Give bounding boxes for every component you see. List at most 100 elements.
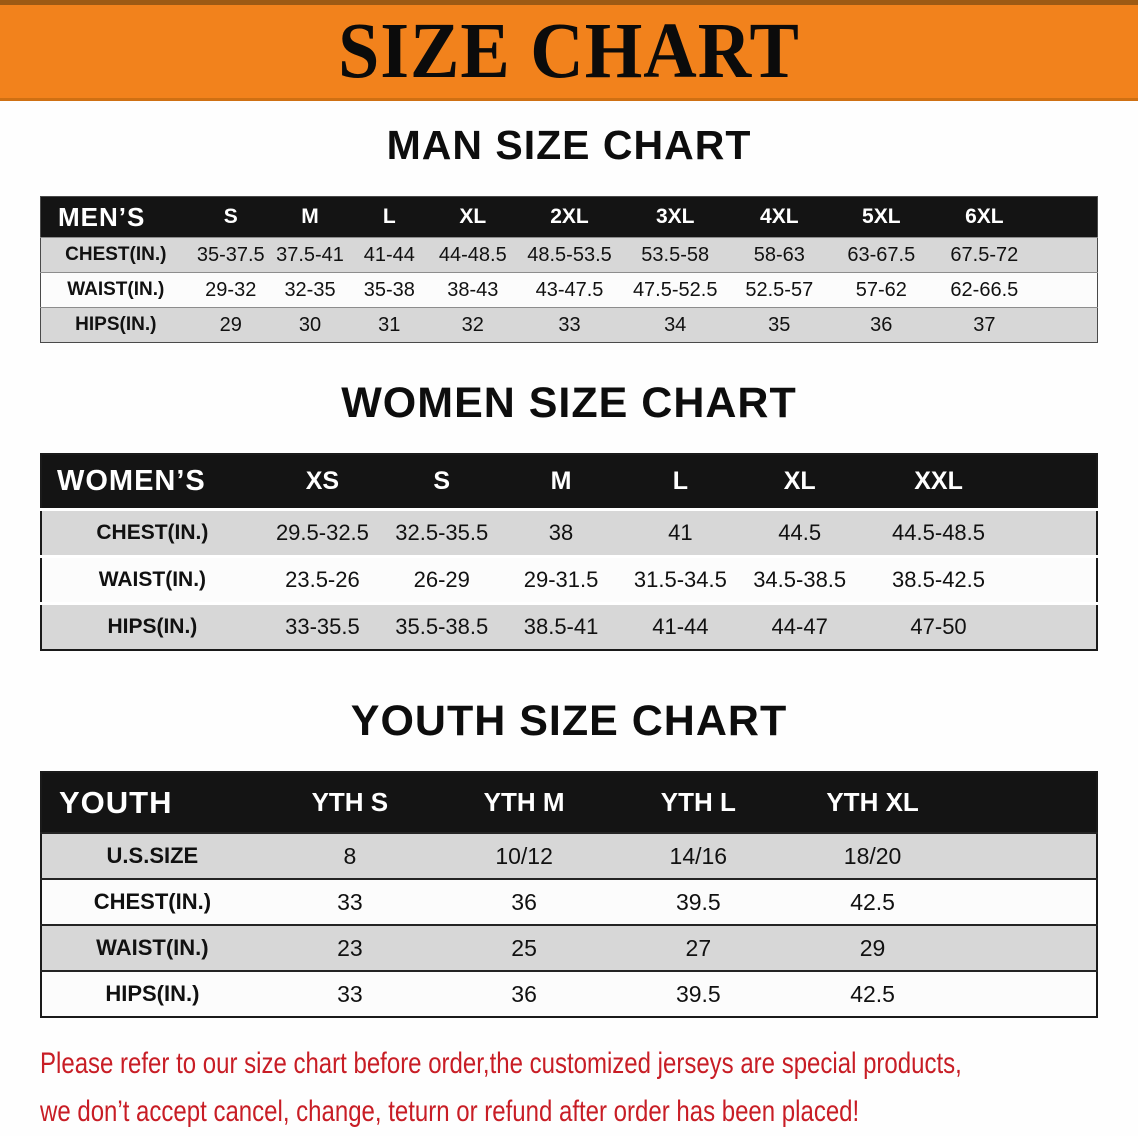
cell: 63-67.5 <box>847 243 916 266</box>
cell: 41-44 <box>652 613 709 639</box>
cell: 32.5-35.5 <box>395 519 489 545</box>
youth-section-heading: YOUTH SIZE CHART <box>350 697 788 745</box>
size-column-header: L <box>382 205 396 228</box>
men-chest-row: CHEST(IN.) 35-37.5 37.5-41 41-44 44-48.5… <box>40 237 1098 273</box>
cell: 34.5-38.5 <box>753 566 847 592</box>
size-column-header: XXL <box>914 466 963 495</box>
cell: 33 <box>337 888 363 915</box>
size-column-header: 2XL <box>550 205 589 228</box>
women-size-table: WOMEN’S XS S M L XL XXL CHEST(IN.) 29.5-… <box>40 453 1098 651</box>
spacer-cell <box>960 879 1097 925</box>
row-label: CHEST(IN.) <box>93 889 212 914</box>
cell: 58-63 <box>753 243 805 266</box>
cell: 27 <box>685 934 712 961</box>
size-column-header: M <box>301 205 319 228</box>
women-size-section: WOMEN SIZE CHART WOMEN’S XS S M L XL XXL… <box>0 379 1138 651</box>
cell: 47-50 <box>910 613 967 639</box>
spacer-cell <box>1037 238 1097 273</box>
men-header-row: MEN’S S M L XL 2XL 3XL 4XL 5XL 6XL <box>40 196 1098 238</box>
cell: 29 <box>859 934 886 961</box>
row-label: HIPS(IN.) <box>107 614 198 638</box>
size-column-header: YTH L <box>660 787 736 817</box>
cell: 41 <box>668 519 693 545</box>
cell: 25 <box>511 934 537 961</box>
cell: 34 <box>664 313 687 336</box>
women-chest-row: CHEST(IN.) 29.5-32.5 32.5-35.5 38 41 44.… <box>41 509 1097 556</box>
cell: 26-29 <box>413 566 470 592</box>
size-column-header: S <box>433 466 451 495</box>
cell: 67.5-72 <box>950 243 1019 266</box>
spacer-cell <box>1018 556 1097 603</box>
size-column-header: YTH S <box>311 787 389 817</box>
row-label: HIPS(IN.) <box>105 981 200 1006</box>
row-label: CHEST(IN.) <box>65 244 167 265</box>
youth-header-row: YOUTH YTH S YTH M YTH L YTH XL <box>41 772 1097 833</box>
youth-size-table: YOUTH YTH S YTH M YTH L YTH XL U.S.SIZE … <box>40 771 1098 1018</box>
cell: 31.5-34.5 <box>633 566 727 592</box>
cell: 36 <box>870 313 893 336</box>
cell: 23.5-26 <box>285 566 360 592</box>
size-column-header: 6XL <box>965 205 1004 228</box>
cell: 38.5-42.5 <box>892 566 986 592</box>
cell: 44.5-48.5 <box>892 519 986 545</box>
men-waist-row: WAIST(IN.) 29-32 32-35 35-38 38-43 43-47… <box>40 272 1098 308</box>
cell: 8 <box>343 842 357 869</box>
youth-chest-row: CHEST(IN.) 33 36 39.5 42.5 <box>41 879 1097 925</box>
size-column-header: YTH XL <box>826 787 919 817</box>
women-table-title: WOMEN’S <box>57 464 206 497</box>
cell: 39.5 <box>675 980 721 1007</box>
row-label: HIPS(IN.) <box>75 314 157 335</box>
cell: 53.5-58 <box>641 243 710 266</box>
size-column-header: 5XL <box>862 205 901 228</box>
cell: 44.5 <box>778 519 822 545</box>
cell: 29 <box>219 313 242 336</box>
cell: 42.5 <box>850 888 895 915</box>
disclaimer-line-1: Please refer to our size chart before or… <box>40 1047 962 1080</box>
cell: 52.5-57 <box>745 278 814 301</box>
cell: 42.5 <box>850 980 895 1007</box>
row-label: WAIST(IN.) <box>98 567 207 591</box>
cell: 10/12 <box>495 842 553 869</box>
cell: 36 <box>511 888 537 915</box>
cell: 30 <box>298 313 322 336</box>
cell: 44-48.5 <box>438 243 507 266</box>
women-section-heading: WOMEN SIZE CHART <box>341 379 797 427</box>
size-column-header: M <box>550 466 572 495</box>
youth-table-title: YOUTH <box>59 784 173 820</box>
cell: 18/20 <box>843 842 902 869</box>
spacer-cell <box>960 925 1097 971</box>
youth-ussize-row: U.S.SIZE 8 10/12 14/16 18/20 <box>41 833 1097 879</box>
youth-size-section: YOUTH SIZE CHART YOUTH YTH S YTH M YTH L… <box>0 697 1138 1018</box>
banner: SIZE CHART <box>0 0 1138 101</box>
cell: 31 <box>378 313 401 336</box>
men-size-table: MEN’S S M L XL 2XL 3XL 4XL 5XL 6XL CHEST… <box>40 196 1098 343</box>
row-label: CHEST(IN.) <box>96 520 209 544</box>
cell: 37 <box>973 313 996 336</box>
cell: 32 <box>461 313 484 336</box>
men-size-section: MAN SIZE CHART MEN’S S M L XL 2XL 3XL 4X… <box>0 122 1138 343</box>
cell: 43-47.5 <box>535 278 604 301</box>
cell: 38 <box>548 519 574 545</box>
cell: 39.5 <box>675 888 721 915</box>
cell: 33-35.5 <box>285 613 360 639</box>
row-label: U.S.SIZE <box>106 843 199 868</box>
cell: 32-35 <box>284 278 336 301</box>
cell: 41-44 <box>363 243 415 266</box>
cell: 14/16 <box>669 842 728 869</box>
size-column-header: 3XL <box>655 205 695 228</box>
cell: 38-43 <box>447 278 499 301</box>
cell: 37.5-41 <box>276 243 344 266</box>
women-header-row: WOMEN’S XS S M L XL XXL <box>41 454 1097 509</box>
spacer-cell <box>1018 509 1097 556</box>
row-label: WAIST(IN.) <box>96 935 209 960</box>
spacer-cell <box>960 772 1097 833</box>
row-label: WAIST(IN.) <box>67 279 165 300</box>
disclaimer-line-2: we don’t accept cancel, change, teturn o… <box>40 1095 860 1128</box>
page-title: SIZE CHART <box>338 6 800 96</box>
cell: 38.5-41 <box>523 613 599 639</box>
youth-waist-row: WAIST(IN.) 23 25 27 29 <box>41 925 1097 971</box>
spacer-cell <box>1037 197 1097 238</box>
spacer-cell <box>960 833 1097 879</box>
youth-hips-row: HIPS(IN.) 33 36 39.5 42.5 <box>41 971 1097 1017</box>
cell: 35 <box>768 313 791 336</box>
